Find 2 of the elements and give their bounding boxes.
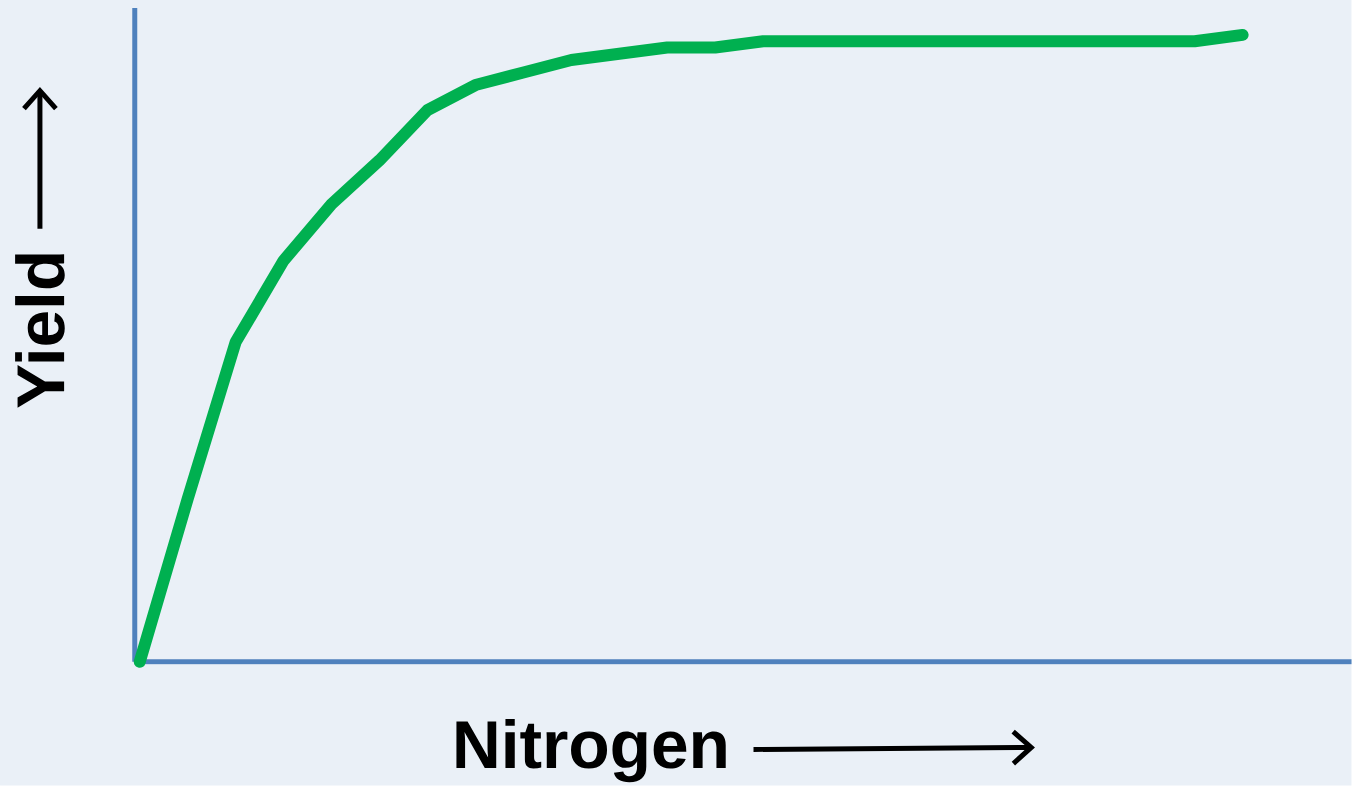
x-axis-title: Nitrogen — [456, 718, 726, 783]
y-axis-title: Yield — [15, 254, 65, 408]
